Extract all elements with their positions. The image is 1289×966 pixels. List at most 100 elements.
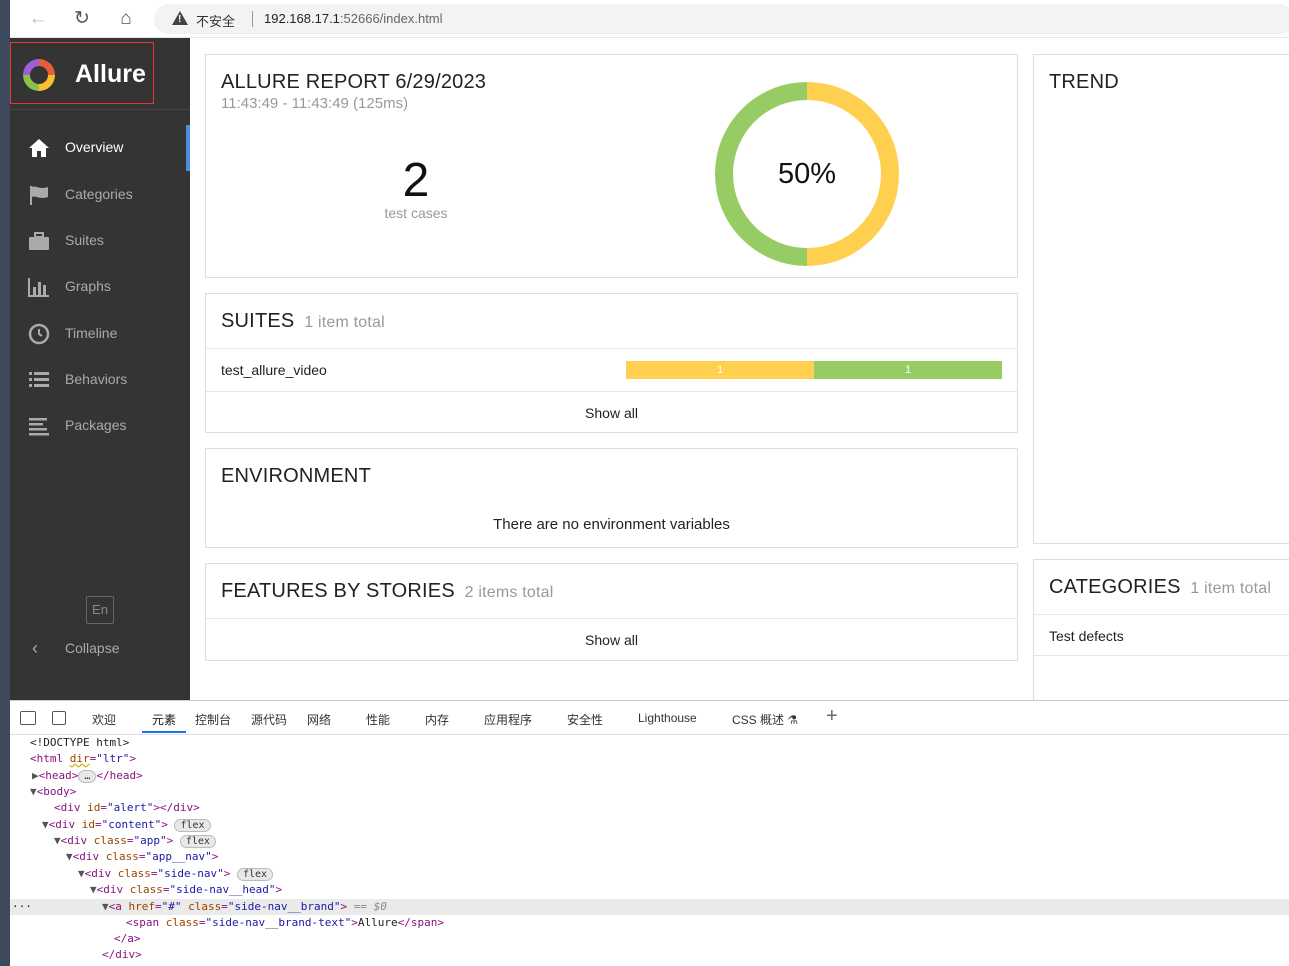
url-text[interactable]: 192.168.17.1:52666/index.html [264,11,443,26]
suites-show-all-link[interactable]: Show all [585,405,638,421]
active-tab-indicator [142,731,186,733]
allure-logo-icon [23,59,55,91]
tab-elements[interactable]: 元素 [152,713,177,727]
suite-status-bar: 1 1 [626,361,1002,379]
table-row[interactable]: test_allure_video 1 1 [206,348,1017,391]
insecure-label[interactable]: 不安全 [196,14,236,29]
categories-count: 1 item total [1190,580,1272,597]
dom-node-head[interactable]: ▶<head>… </head> [32,769,143,783]
device-toolbar-icon[interactable] [52,711,66,725]
dom-node-brand-link[interactable]: ▼<a href="#" class="side-nav__brand"> ==… [102,900,387,913]
categories-title: CATEGORIES 1 item total [1049,576,1271,599]
url-path: :52666/index.html [339,11,443,26]
tab-performance[interactable]: 性能 [366,713,391,727]
main-content: ALLURE REPORT 6/29/2023 11:43:49 - 11:43… [190,38,1289,704]
tab-css-overview[interactable]: CSS 概述 ⚗ [732,711,798,728]
language-button[interactable]: En [86,596,114,624]
features-title: FEATURES BY STORIES 2 items total [221,580,553,603]
dom-node-app-nav[interactable]: ▼<div class="app__nav"> [66,850,219,863]
sidebar-item-suites[interactable]: Suites [10,218,190,264]
dom-node-alert[interactable]: <div id="alert"></div> [54,801,200,814]
chevron-left-icon[interactable]: ‹ [32,638,38,658]
collapse-button[interactable]: Collapse [65,640,120,656]
dom-node-app[interactable]: ▼<div class="app"> flex [54,833,216,849]
test-count: 2 [402,154,430,207]
features-heading: FEATURES BY STORIES [221,580,455,602]
show-all-row: Show all [206,391,1017,433]
tab-network[interactable]: 网络 [307,713,332,727]
suites-title: SUITES 1 item total [221,310,385,333]
align-left-icon [29,418,49,436]
address-bar[interactable]: 不安全 192.168.17.1:52666/index.html [154,4,1289,34]
dom-node-brand-text[interactable]: <span class="side-nav__brand-text">Allur… [126,916,444,929]
broken-segment: 1 [626,361,814,379]
tab-console[interactable]: 控制台 [195,713,232,727]
sidebar-item-label: Behaviors [65,371,128,387]
sidebar-item-behaviors[interactable]: Behaviors [10,357,190,403]
dom-node-a-close[interactable]: </a> [114,932,141,945]
home-icon [29,139,49,157]
show-all-row: Show all [206,618,1017,660]
sidebar-item-timeline[interactable]: Timeline [10,311,190,357]
flask-icon: ⚗ [787,713,799,727]
side-nav: Allure Overview Categories Suites Graphs… [10,38,190,700]
add-tab-icon[interactable]: + [826,705,838,727]
sidebar-item-label: Overview [65,139,124,155]
dom-node-body[interactable]: ▼<body> [30,785,77,798]
devtools-panel: 欢迎 元素 控制台 源代码 网络 性能 内存 应用程序 安全性 Lighthou… [10,700,1289,966]
reload-icon[interactable]: ↻ [74,8,90,29]
dom-node-doctype[interactable]: <!DOCTYPE html> [30,736,130,749]
dom-tree: <!DOCTYPE html> <html dir="ltr"> ▶<head>… [10,735,1289,966]
suites-count: 1 item total [304,314,385,331]
flag-icon [30,186,48,205]
briefcase-icon [29,232,49,250]
features-show-all-link[interactable]: Show all [585,632,638,648]
suite-name: test_allure_video [221,362,327,378]
status-donut-chart [715,82,899,266]
brand-link[interactable]: Allure [10,42,154,104]
dom-node-side-nav-head[interactable]: ▼<div class="side-nav__head"> [90,883,283,896]
inspect-element-icon[interactable] [20,711,36,725]
tab-welcome[interactable]: 欢迎 [92,713,117,727]
categories-widget: CATEGORIES 1 item total Test defects [1033,559,1289,704]
test-count-label: test cases [384,205,448,221]
success-percent: 50% [777,158,837,190]
features-count: 2 items total [464,584,554,601]
dom-node-side-nav[interactable]: ▼<div class="side-nav"> flex [78,866,274,882]
brand-divider [10,109,190,110]
dom-node-div-close[interactable]: </div> [102,948,142,961]
address-divider [252,11,253,27]
home-icon[interactable]: ⌂ [120,8,132,29]
sidebar-item-packages[interactable]: Packages [10,403,190,449]
sidebar-item-label: Categories [65,186,133,202]
back-icon[interactable]: ← [28,8,48,29]
tab-memory[interactable]: 内存 [425,713,450,727]
sidebar-item-overview[interactable]: Overview [10,125,190,171]
report-time: 11:43:49 - 11:43:49 (125ms) [221,95,409,112]
tab-application[interactable]: 应用程序 [484,713,533,727]
sidebar-item-graphs[interactable]: Graphs [10,264,190,310]
clock-icon [28,323,50,345]
tab-security[interactable]: 安全性 [567,713,604,727]
sidebar-item-categories[interactable]: Categories [10,172,190,218]
dom-node-html[interactable]: <html dir="ltr"> [30,752,136,765]
tab-lighthouse[interactable]: Lighthouse [638,711,697,725]
url-host: 192.168.17.1 [264,11,340,26]
devtools-tabbar: 欢迎 元素 控制台 源代码 网络 性能 内存 应用程序 安全性 Lighthou… [10,701,1289,735]
report-title: ALLURE REPORT 6/29/2023 [221,71,487,93]
sidebar-item-label: Packages [65,417,127,433]
suites-heading: SUITES [221,310,295,332]
warning-icon[interactable] [172,11,188,25]
trend-title: TREND [1049,71,1119,93]
environment-empty-text: There are no environment variables [493,516,730,533]
dom-node-options-icon[interactable]: ··· [12,900,32,913]
selected-node-highlight [10,899,1289,915]
environment-widget: ENVIRONMENT There are no environment var… [205,448,1018,548]
tab-sources[interactable]: 源代码 [251,713,288,727]
dom-node-content[interactable]: ▼<div id="content"> flex [42,817,211,833]
tab-css-overview-label: CSS 概述 [732,713,785,727]
browser-toolbar: ← ↻ ⌂ 不安全 192.168.17.1:52666/index.html [10,0,1289,38]
table-row[interactable]: Test defects [1034,614,1289,656]
sidebar-item-label: Suites [65,232,104,248]
passed-segment: 1 [814,361,1002,379]
